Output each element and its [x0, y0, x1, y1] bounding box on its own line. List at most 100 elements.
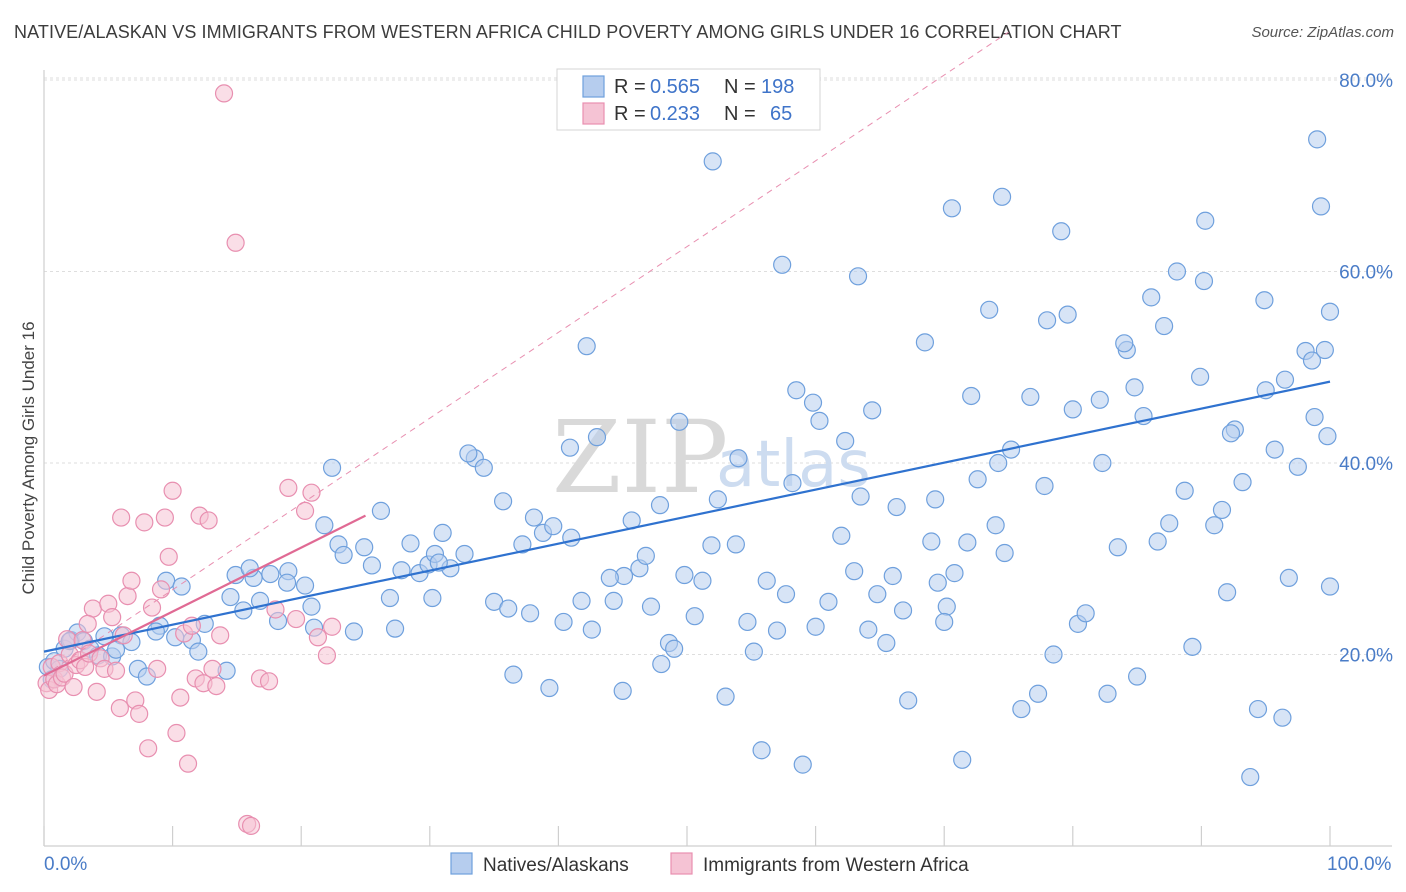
point-natives-192 [1037, 311, 1057, 330]
point-natives-200 [423, 588, 442, 608]
point-natives-107 [1028, 684, 1048, 703]
point-natives-142 [1318, 427, 1337, 446]
point-natives-79 [767, 621, 787, 640]
series-immigrants-points [37, 84, 342, 835]
point-natives-163 [738, 612, 757, 632]
point-immigrants-32 [148, 659, 167, 678]
point-immigrants-28 [130, 704, 149, 723]
point-natives-92 [899, 691, 918, 710]
point-natives-151 [302, 597, 321, 616]
point-natives-170 [958, 533, 977, 552]
point-natives-182 [1320, 302, 1340, 321]
point-natives-121 [1160, 514, 1179, 533]
point-immigrants-26 [122, 571, 141, 590]
point-natives-177 [1191, 367, 1210, 386]
point-natives-164 [773, 255, 792, 274]
reference-dashed-line [43, 31, 1009, 676]
point-natives-176 [1155, 316, 1174, 336]
point-natives-83 [810, 411, 829, 430]
point-natives-81 [787, 381, 806, 400]
point-natives-51 [494, 492, 513, 511]
point-natives-96 [937, 597, 956, 616]
point-natives-189 [650, 496, 670, 515]
point-immigrants-47 [207, 676, 226, 696]
point-natives-153 [385, 619, 405, 638]
y-tick-label-40: 40.0% [1339, 454, 1393, 475]
point-natives-180 [1275, 370, 1295, 389]
point-natives-134 [1265, 440, 1284, 459]
x-tick-label-max: 100.0% [1327, 854, 1392, 875]
legend-swatch-pink [582, 102, 605, 125]
point-natives-196 [806, 617, 825, 636]
point-natives-191 [1115, 334, 1134, 353]
point-natives-113 [1090, 390, 1109, 409]
point-natives-60 [582, 620, 601, 639]
point-immigrants-34 [155, 508, 174, 527]
point-natives-139 [1302, 351, 1322, 370]
point-natives-162 [702, 536, 721, 555]
point-natives-77 [752, 741, 771, 760]
point-natives-126 [1205, 516, 1224, 535]
point-immigrants-63 [78, 614, 97, 633]
point-natives-62 [604, 591, 623, 610]
point-natives-22 [221, 587, 240, 607]
x-tick-label-min: 0.0% [44, 854, 87, 875]
point-natives-174 [1093, 453, 1112, 473]
point-natives-147 [189, 642, 208, 661]
point-natives-114 [1098, 684, 1117, 703]
point-immigrants-37 [167, 723, 186, 743]
point-natives-101 [980, 300, 999, 319]
point-immigrants-48 [211, 626, 230, 645]
point-natives-61 [587, 428, 607, 447]
legend-box: R = 0.565 N = 198 R = 0.233 N = 65 [556, 68, 821, 131]
point-immigrants-57 [286, 609, 306, 629]
point-immigrants-45 [199, 511, 218, 530]
point-natives-108 [1044, 645, 1063, 664]
point-natives-127 [1212, 500, 1232, 520]
legend-n-value-1: 198 [761, 76, 794, 98]
point-immigrants-50 [226, 233, 245, 252]
point-natives-122 [1167, 262, 1187, 281]
point-natives-199 [540, 678, 559, 698]
point-natives-94 [922, 532, 941, 551]
point-natives-27 [261, 564, 280, 584]
point-natives-175 [1125, 378, 1144, 397]
legend-r-label-1: R = [614, 76, 646, 98]
point-natives-160 [636, 546, 655, 565]
point-natives-30 [295, 576, 315, 595]
point-immigrants-17 [87, 682, 106, 701]
point-natives-38 [371, 501, 391, 520]
point-natives-186 [703, 152, 722, 171]
point-natives-178 [1221, 424, 1241, 443]
point-natives-115 [1108, 538, 1127, 557]
point-natives-161 [670, 412, 689, 431]
point-natives-190 [1194, 271, 1214, 291]
point-natives-41 [401, 534, 420, 553]
point-natives-150 [277, 573, 297, 592]
point-natives-90 [877, 633, 896, 653]
point-immigrants-64 [112, 508, 131, 527]
point-natives-49 [474, 458, 493, 477]
point-natives-185 [848, 267, 868, 286]
point-natives-124 [1183, 637, 1202, 656]
trend-lines [43, 31, 1331, 677]
point-natives-103 [992, 187, 1012, 206]
point-natives-85 [836, 431, 855, 451]
y-tick-label-20: 20.0% [1339, 646, 1393, 667]
point-immigrants-21 [103, 608, 122, 627]
point-natives-159 [600, 568, 619, 588]
point-natives-105 [1012, 699, 1031, 719]
point-natives-166 [832, 526, 851, 545]
point-immigrants-58 [295, 501, 315, 520]
point-natives-95 [928, 573, 947, 592]
trend-line-immigrants [43, 514, 366, 677]
point-natives-157 [524, 508, 544, 527]
legend-r-label-2: R = [614, 103, 646, 125]
source-credit: Source: ZipAtlas.com [1251, 24, 1394, 41]
point-natives-74 [716, 687, 735, 706]
point-natives-131 [1241, 767, 1260, 787]
point-natives-97 [945, 564, 964, 583]
point-immigrants-61 [317, 646, 337, 665]
point-natives-87 [851, 487, 870, 506]
